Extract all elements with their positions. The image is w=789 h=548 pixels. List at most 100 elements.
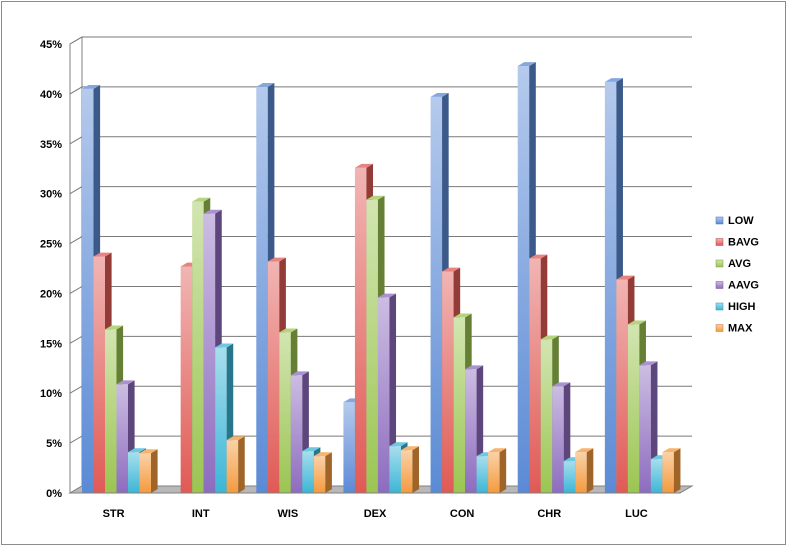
bar-front <box>226 440 239 493</box>
bar-front <box>366 199 378 494</box>
bar-front <box>563 461 576 493</box>
bar-top <box>616 275 635 280</box>
bar-top <box>192 197 211 202</box>
y-tick-label: 45% <box>40 39 62 51</box>
legend-swatch <box>715 281 724 289</box>
bar-side <box>325 452 332 493</box>
bar-front <box>430 96 443 493</box>
bar-wis-max <box>313 452 332 493</box>
legend-label: HIGH <box>728 301 756 313</box>
bar-front <box>604 81 617 493</box>
bar-front <box>662 452 674 493</box>
bar-top <box>430 93 449 97</box>
bar-top <box>256 83 275 87</box>
y-axis-ticks: 0% 5% 10% 15% 20% 25% 30% 35% 40% 45% <box>40 39 62 500</box>
bar-front <box>540 339 553 493</box>
bar-top <box>400 446 420 451</box>
bar-top <box>366 195 385 200</box>
bar-front <box>302 451 314 493</box>
bar-top <box>279 328 298 333</box>
bar-top <box>139 449 158 454</box>
bar-front <box>279 332 291 493</box>
y-tick-label: 20% <box>40 288 62 300</box>
bar-top <box>389 442 408 447</box>
legend-label: MAX <box>728 323 753 335</box>
bar-top <box>604 78 623 82</box>
bar-top <box>290 371 309 376</box>
bar-front <box>180 266 193 493</box>
y-tick-label: 5% <box>46 438 62 450</box>
y-tick-label: 35% <box>40 139 62 151</box>
bar-front <box>354 167 367 494</box>
bar-str-max <box>139 449 158 493</box>
bar-front <box>267 261 280 493</box>
legend-label: AAVG <box>728 280 759 292</box>
y-tick-label: 30% <box>40 189 62 201</box>
x-tick-label-str: STR <box>103 508 125 520</box>
legend-item-max: MAX <box>715 323 753 335</box>
bar-front <box>453 317 466 493</box>
bar-front <box>650 459 663 493</box>
bar-front <box>93 256 105 493</box>
bar-front <box>529 258 541 493</box>
bar-front <box>256 86 268 493</box>
x-tick-label-int: INT <box>192 508 210 520</box>
bar-dex-max <box>400 446 420 493</box>
bar-front <box>488 452 500 493</box>
legend-item-bavg: BAVG <box>715 237 759 249</box>
bar-top <box>639 361 658 366</box>
x-tick-label-luc: LUC <box>625 508 648 520</box>
y-tick-label: 10% <box>40 388 62 400</box>
bar-top <box>226 436 245 441</box>
legend-item-avg: AVG <box>715 258 751 270</box>
bar-front <box>552 386 564 493</box>
bar-front <box>517 65 530 493</box>
bar-front <box>575 452 587 493</box>
bar-front <box>476 456 489 493</box>
bar-front <box>377 297 390 493</box>
x-tick-label-dex: DEX <box>364 508 387 520</box>
bar-top <box>93 252 112 257</box>
bar-top <box>116 380 135 385</box>
bar-top <box>128 448 147 453</box>
bar-front <box>639 365 651 493</box>
legend-swatch <box>715 259 724 268</box>
y-tick-label: 0% <box>46 488 62 500</box>
bar-top <box>488 448 507 453</box>
bar-front <box>105 329 117 493</box>
bar-side <box>238 436 245 493</box>
bar-front <box>215 347 227 493</box>
bar-front <box>627 324 640 493</box>
legend-swatch <box>715 238 724 246</box>
x-tick-label-con: CON <box>450 508 475 520</box>
bar-top <box>377 293 397 298</box>
bar-chr-max <box>575 448 594 493</box>
bar-side <box>151 449 158 493</box>
bar-front <box>203 213 216 493</box>
bar-top <box>540 335 559 340</box>
bar-top <box>302 447 321 452</box>
bar-front <box>442 271 454 493</box>
bar-front <box>116 384 128 493</box>
bar-top <box>267 257 286 262</box>
bar-front <box>128 452 140 493</box>
legend-swatch <box>715 302 724 311</box>
bar-top <box>442 267 461 272</box>
gridline <box>69 36 692 45</box>
legend-swatch <box>715 324 724 332</box>
y-tick-label: 15% <box>40 338 62 350</box>
x-tick-label-chr: CHR <box>537 508 561 520</box>
bar-front <box>389 446 401 493</box>
legend-label: BAVG <box>728 237 759 249</box>
side-wall <box>69 36 83 494</box>
legend-swatch <box>715 216 724 225</box>
legend-item-low: LOW <box>715 215 754 227</box>
bar-front <box>313 456 326 493</box>
bar-top <box>552 382 571 387</box>
bar-top <box>529 254 548 259</box>
bar-top <box>105 325 124 330</box>
bar-top <box>215 343 234 348</box>
bar-front <box>192 201 204 493</box>
bar-int-max <box>226 436 245 493</box>
bar-top <box>575 448 594 453</box>
